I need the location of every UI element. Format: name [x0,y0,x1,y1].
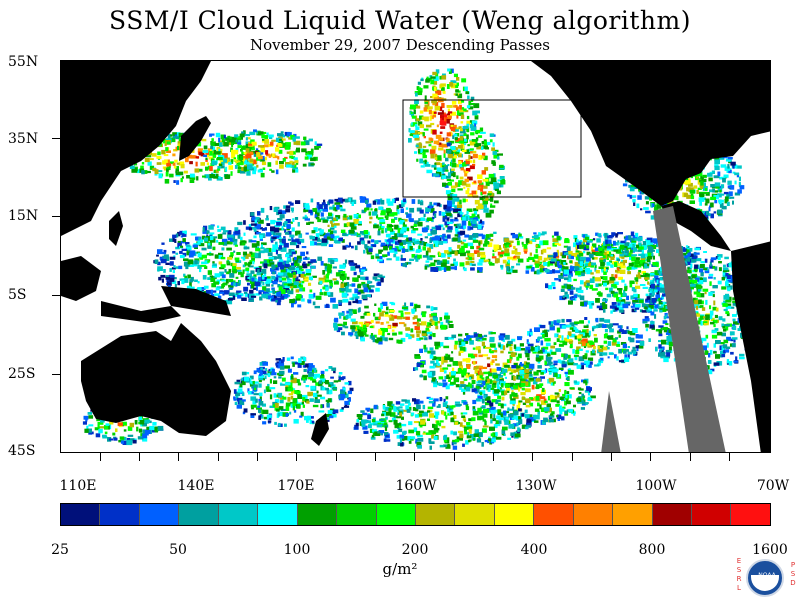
lon-tick [414,453,415,461]
lon-tick [572,453,573,461]
colorbar-label-800: 800 [638,542,666,558]
chart-subtitle: November 29, 2007 Descending Passes [249,36,550,54]
land-new-zealand [311,413,329,446]
colorbar-swatch [337,504,377,525]
colorbar-label-1600: 1600 [752,542,788,558]
land-asia [61,61,211,236]
lat-label-55n: 55N [8,54,39,70]
lon-tick [257,453,258,461]
lon-tick [454,453,455,461]
noaa-emblem-icon [746,559,784,597]
lat-tick [52,295,60,296]
lat-tick [52,138,60,139]
land-japan [179,116,211,161]
lon-tick [532,453,533,461]
lat-tick [52,374,60,375]
land-north-america [531,61,770,206]
lon-tick [218,453,219,461]
lat-label-15n: 15N [8,208,39,224]
lon-tick [139,453,140,461]
colorbar-swatch [297,504,338,525]
lat-label-5s: 5S [8,287,27,303]
chart-title: SSM/I Cloud Liquid Water (Weng algorithm… [109,6,691,35]
colorbar-swatch [376,504,416,525]
colorbar-swatch [179,504,219,525]
lon-label-170e: 170E [277,478,315,494]
no-data-swath-east [653,206,726,452]
cloud-water-map [61,61,770,452]
colorbar-swatch [218,504,259,525]
lat-label-35n: 35N [8,131,39,147]
lat-tick [52,216,60,217]
logo-noaa-text: NOAA [758,572,776,579]
lon-tick [650,453,651,461]
land-borneo-indonesia [61,256,181,323]
lon-tick [611,453,612,461]
region-box [402,99,582,198]
colorbar [60,503,771,526]
lat-label-45s: 45S [8,443,36,459]
lon-tick [100,453,101,461]
colorbar-swatch [692,504,732,525]
lon-tick [375,453,376,461]
colorbar-swatch [731,504,770,525]
lat-label-25s: 25S [8,366,36,382]
lon-tick [336,453,337,461]
lon-label-110e: 110E [59,478,97,494]
land-south-america [731,241,770,452]
lon-label-140e: 140E [177,478,215,494]
land-masses [61,61,770,452]
colorbar-swatch [494,504,535,525]
colorbar-label-50: 50 [169,542,187,558]
colorbar-label-200: 200 [401,542,429,558]
colorbar-swatch [100,504,140,525]
no-data-swaths [601,206,726,452]
colorbar-swatch [573,504,614,525]
map-plot-area [60,60,771,453]
no-data-swath-south [601,391,621,452]
colorbar-swatch [652,504,692,525]
land-central-america [661,201,731,251]
colorbar-swatch [139,504,180,525]
colorbar-swatch [613,504,653,525]
lon-label-130w: 130W [515,478,557,494]
colorbar-label-100: 100 [283,542,311,558]
land-new-guinea [161,286,231,316]
lon-label-70w: 70W [756,478,790,494]
colorbar-label-400: 400 [520,542,548,558]
colorbar-units: g/m² [382,560,418,578]
colorbar-swatch [61,504,101,525]
lon-tick [690,453,691,461]
colorbar-swatch [455,504,495,525]
lon-tick [493,453,494,461]
lon-label-160w: 160W [395,478,437,494]
land-philippines [109,211,123,246]
colorbar-swatch [415,504,456,525]
land-australia [81,323,231,436]
lon-tick [178,453,179,461]
colorbar-label-25: 25 [51,542,69,558]
lon-tick [296,453,297,461]
colorbar-swatch [534,504,574,525]
lon-label-100w: 100W [635,478,677,494]
colorbar-swatch [258,504,298,525]
lon-tick [729,453,730,461]
cloud-water-field [82,68,764,450]
